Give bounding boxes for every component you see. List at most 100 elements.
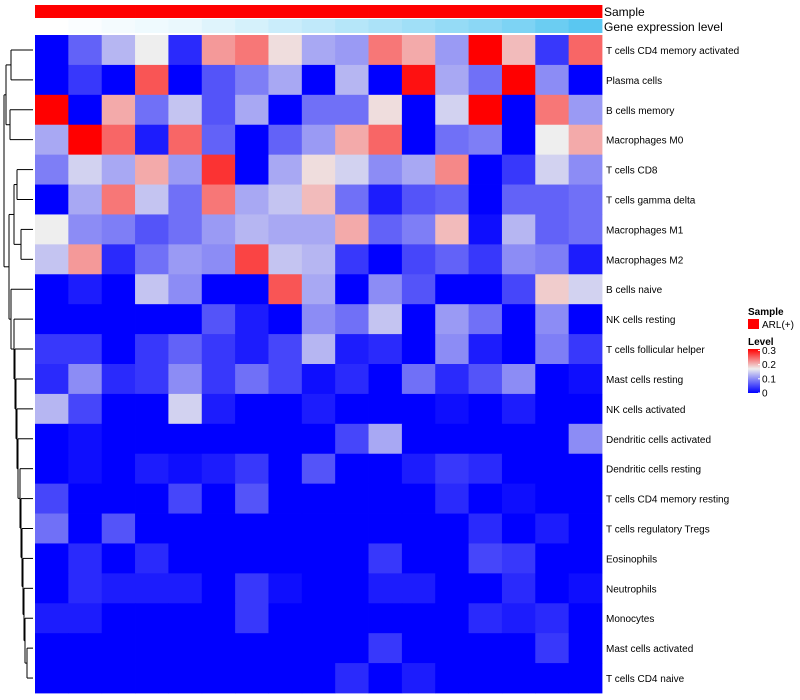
row-label: B cells memory — [606, 106, 674, 117]
row-label: Plasma cells — [606, 76, 662, 87]
heatmap-cell — [535, 423, 570, 455]
heatmap-cell — [135, 393, 169, 425]
sample-legend: Sample ARL(+) — [748, 307, 794, 331]
heatmap-cell — [35, 124, 69, 156]
sample-annotation-cell — [301, 5, 336, 18]
heatmap-cell — [368, 483, 403, 514]
heatmap-cell — [335, 154, 369, 185]
heatmap-cell — [401, 543, 436, 574]
heatmap-cell — [501, 214, 536, 245]
heatmap-cell — [535, 393, 570, 425]
heatmap-cell — [401, 513, 436, 544]
heatmap-cell — [335, 483, 369, 514]
row-label: T cells gamma delta — [606, 196, 696, 207]
heatmap-cell — [435, 304, 469, 335]
sample-annotation-bar — [35, 5, 603, 18]
heatmap-cell — [101, 663, 136, 694]
heatmap-cell — [335, 184, 369, 215]
heatmap-cell — [368, 423, 403, 455]
heatmap-cell — [435, 633, 469, 664]
heatmap-cell — [168, 364, 203, 395]
heatmap-cell — [301, 423, 336, 455]
gene-expression-cell — [235, 19, 269, 33]
heatmap-cell — [101, 543, 136, 574]
heatmap-cell — [168, 124, 203, 156]
heatmap-cell — [235, 64, 269, 96]
heatmap-cell — [401, 453, 436, 485]
heatmap-cell — [301, 214, 336, 245]
heatmap-cell — [368, 334, 403, 365]
heatmap-cell — [201, 453, 236, 485]
heatmap-cell — [335, 274, 369, 305]
heatmap-cell — [35, 453, 69, 485]
heatmap-cell — [535, 483, 570, 514]
gene-expression-cell — [268, 19, 303, 33]
heatmap-cell — [401, 274, 436, 305]
heatmap-cell — [401, 483, 436, 514]
heatmap-cell — [235, 154, 269, 185]
heatmap-cell — [68, 154, 103, 185]
heatmap-cell — [468, 513, 503, 544]
heatmap-cell — [168, 453, 203, 485]
heatmap-cell — [435, 663, 469, 694]
heatmap-cell — [501, 35, 536, 66]
gene-expression-cell — [68, 19, 103, 33]
heatmap-cell — [68, 124, 103, 156]
gene-expression-cell — [101, 19, 136, 33]
heatmap-cells — [35, 35, 603, 694]
heatmap-cell — [435, 543, 469, 574]
heatmap-cell — [168, 35, 203, 66]
heatmap-cell — [35, 35, 69, 66]
heatmap-cell — [435, 184, 469, 215]
heatmap-cell — [401, 154, 436, 185]
heatmap-cell — [201, 334, 236, 365]
heatmap-cell — [268, 543, 303, 574]
heatmap-cell — [568, 244, 603, 275]
heatmap-cell — [101, 184, 136, 215]
heatmap-cell — [401, 35, 436, 66]
sample-annotation-cell — [35, 5, 69, 18]
level-legend-title: Level — [748, 337, 774, 348]
gene-expression-cell — [435, 19, 469, 33]
heatmap-cell — [268, 364, 303, 395]
heatmap-cell — [235, 124, 269, 156]
heatmap-cell — [168, 543, 203, 574]
heatmap-cell — [135, 214, 169, 245]
heatmap-cell — [435, 274, 469, 305]
heatmap-cell — [335, 35, 369, 66]
heatmap-cell — [268, 453, 303, 485]
heatmap-cell — [235, 603, 269, 634]
heatmap-cell — [268, 35, 303, 66]
heatmap-cell — [568, 94, 603, 126]
heatmap-cell — [368, 453, 403, 485]
heatmap-cell — [268, 154, 303, 185]
row-label: T cells CD4 naive — [606, 674, 685, 685]
heatmap-cell — [301, 94, 336, 126]
heatmap-cell — [468, 633, 503, 664]
heatmap-cell — [268, 393, 303, 425]
heatmap-cell — [235, 663, 269, 694]
heatmap-cell — [68, 393, 103, 425]
heatmap-cell — [401, 124, 436, 156]
heatmap-cell — [535, 573, 570, 604]
heatmap-cell — [135, 573, 169, 604]
heatmap-cell — [568, 423, 603, 455]
heatmap-cell — [135, 94, 169, 126]
heatmap-cell — [368, 663, 403, 694]
heatmap-cell — [535, 364, 570, 395]
heatmap-cell — [168, 334, 203, 365]
heatmap-cell — [401, 663, 436, 694]
heatmap-cell — [301, 124, 336, 156]
heatmap-cell — [368, 154, 403, 185]
level-legend-ticks: 0.3 0.2 0.1 0 — [758, 346, 776, 400]
heatmap-cell — [568, 453, 603, 485]
heatmap-cell — [468, 364, 503, 395]
heatmap-cell — [335, 513, 369, 544]
heatmap-cell — [201, 124, 236, 156]
heatmap-cell — [301, 513, 336, 544]
heatmap-cell — [468, 304, 503, 335]
row-label: Eosinophils — [606, 554, 657, 565]
heatmap-cell — [101, 453, 136, 485]
heatmap-cell — [68, 334, 103, 365]
heatmap-cell — [468, 64, 503, 96]
